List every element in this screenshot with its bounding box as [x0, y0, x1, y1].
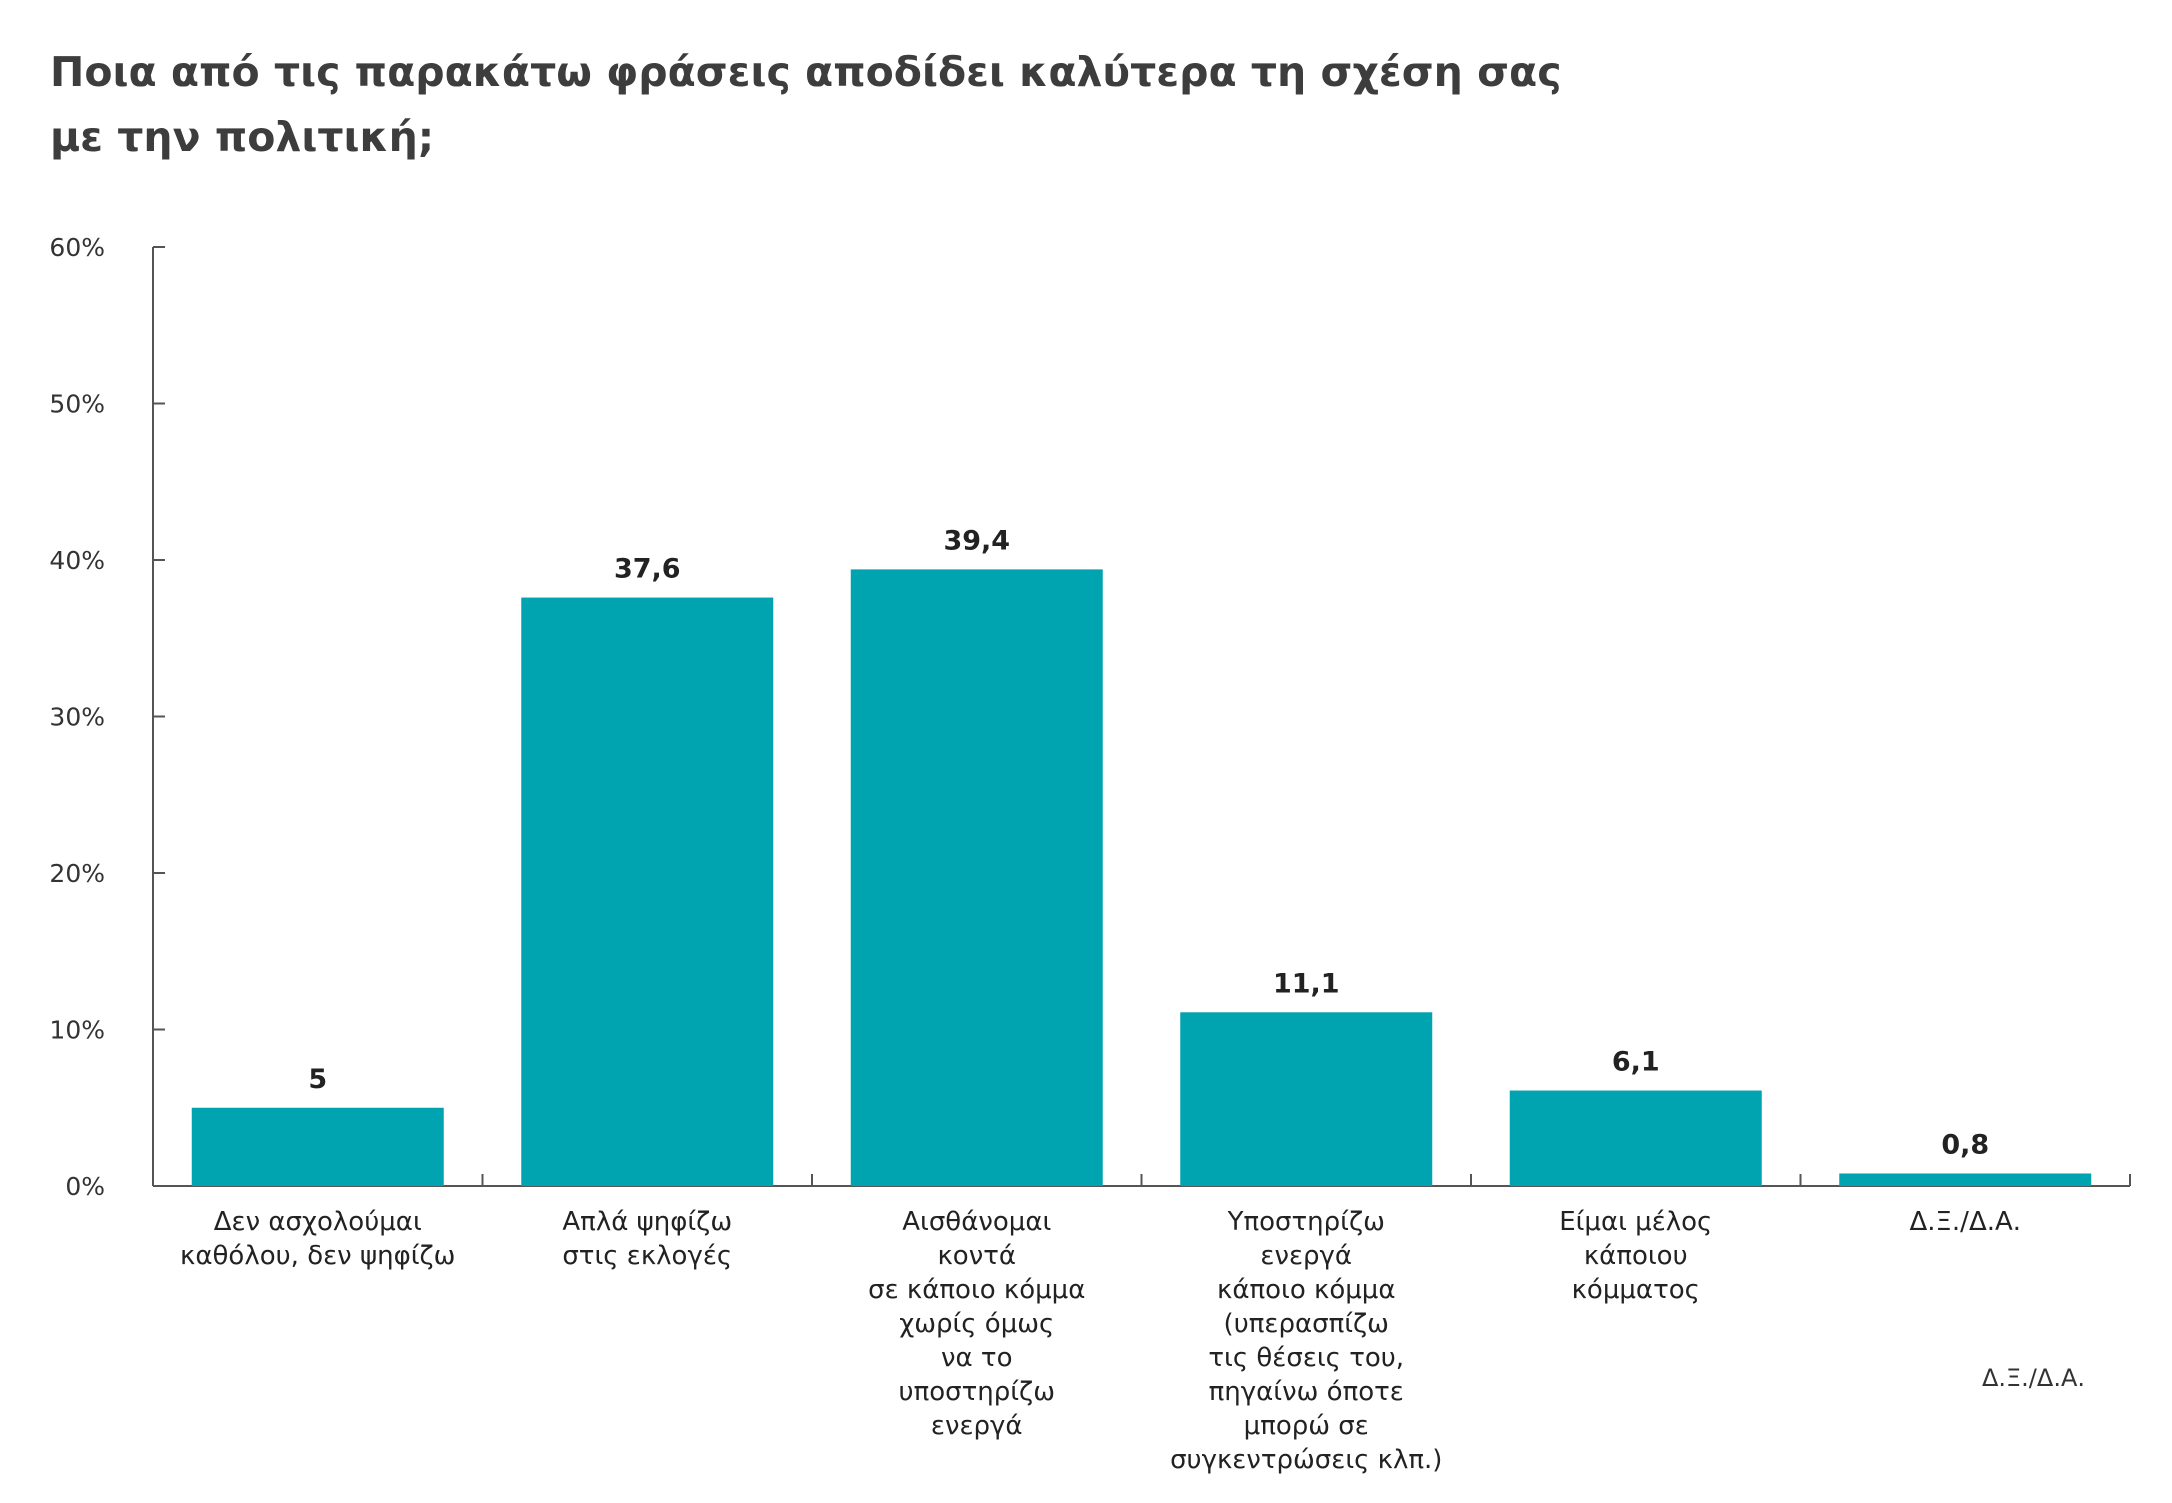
y-tick-label: 40%: [49, 546, 105, 575]
category-label: Δεν ασχολούμαι καθόλου, δεν ψηφίζω: [180, 1207, 455, 1271]
chart-bars: [191, 569, 2092, 1186]
bar: [521, 597, 774, 1186]
category-label-line: Αισθάνομαι: [902, 1207, 1051, 1237]
category-label: Είμαι μέλος κάποιου κόμματος: [1559, 1207, 1712, 1305]
value-label: 6,1: [1612, 1047, 1660, 1078]
category-label-line: υποστηρίζω: [899, 1377, 1055, 1407]
category-label-line: σε κάποιο κόμμα: [868, 1275, 1085, 1305]
category-label-line: κάποιο κόμμα: [1217, 1275, 1395, 1305]
value-label: 5: [308, 1064, 327, 1095]
y-tick-label: 30%: [49, 703, 105, 732]
category-label-line: ενεργά: [931, 1411, 1023, 1441]
category-label-line: χωρίς όμως: [899, 1309, 1054, 1339]
category-label-line: μπορώ σε: [1244, 1411, 1369, 1441]
category-label-line: Είμαι μέλος: [1559, 1207, 1712, 1237]
category-label: Αισθάνομαι κοντά σε κάποιο κόμμα χωρίς όμως…: [868, 1207, 1085, 1441]
category-label-line: Απλά ψηφίζω: [562, 1207, 732, 1237]
title-line-2: με την πολιτική;: [50, 113, 435, 161]
category-label: Απλά ψηφίζω στις εκλογές: [562, 1207, 732, 1271]
category-label-line: καθόλου, δεν ψηφίζω: [180, 1241, 455, 1271]
category-label-line: κάποιου: [1584, 1241, 1688, 1271]
bar: [1180, 1012, 1433, 1186]
y-tick-label: 50%: [49, 390, 105, 419]
bar: [850, 569, 1103, 1186]
y-tick-label: 10%: [49, 1016, 105, 1045]
value-label: 0,8: [1941, 1129, 1989, 1160]
category-label: Υποστηρίζω ενεργά κάποιο κόμμα (υπερασπίζω τ…: [1170, 1207, 1442, 1475]
category-label-line: Υποστηρίζω: [1227, 1207, 1385, 1237]
y-tick-label: 0%: [65, 1172, 105, 1201]
y-tick-label: 60%: [49, 233, 105, 262]
category-label-line: κόμματος: [1572, 1275, 1700, 1305]
category-label: Δ.Ξ./Δ.Α.: [1909, 1207, 2021, 1237]
chart-axes: 0% 10% 20% 30% 40% 50% 60%: [49, 233, 2131, 1201]
y-tick-label: 20%: [49, 859, 105, 888]
title-line-1: Ποια από τις παρακάτω φράσεις αποδίδει κ…: [50, 48, 1562, 96]
category-label-line: πηγαίνω όποτε: [1209, 1377, 1404, 1407]
value-label: 11,1: [1273, 968, 1340, 999]
bar: [191, 1107, 444, 1186]
category-label-line: συγκεντρώσεις κλπ.): [1170, 1445, 1442, 1475]
category-label-line: τις θέσεις του,: [1208, 1343, 1404, 1373]
category-label-line: να το: [941, 1343, 1013, 1373]
chart-title: Ποια από τις παρακάτω φράσεις αποδίδει κ…: [50, 40, 1650, 170]
chart-labels: 5 Δεν ασχολούμαι καθόλου, δεν ψηφίζω 37,6 Απ…: [180, 525, 2021, 1475]
category-label-line: στις εκλογές: [562, 1241, 732, 1271]
category-label-line: ενεργά: [1260, 1241, 1352, 1271]
footnote: Δ.Ξ./Δ.Α.: [1982, 1364, 2085, 1392]
value-label: 37,6: [614, 554, 681, 585]
category-label-line: Δ.Ξ./Δ.Α.: [1909, 1207, 2021, 1237]
bar: [1509, 1090, 1762, 1186]
category-label-line: κοντά: [937, 1241, 1016, 1271]
category-label-line: (υπερασπίζω: [1224, 1309, 1389, 1339]
category-label-line: Δεν ασχολούμαι: [214, 1207, 422, 1237]
bar: [1839, 1173, 2092, 1186]
value-label: 39,4: [943, 525, 1010, 556]
